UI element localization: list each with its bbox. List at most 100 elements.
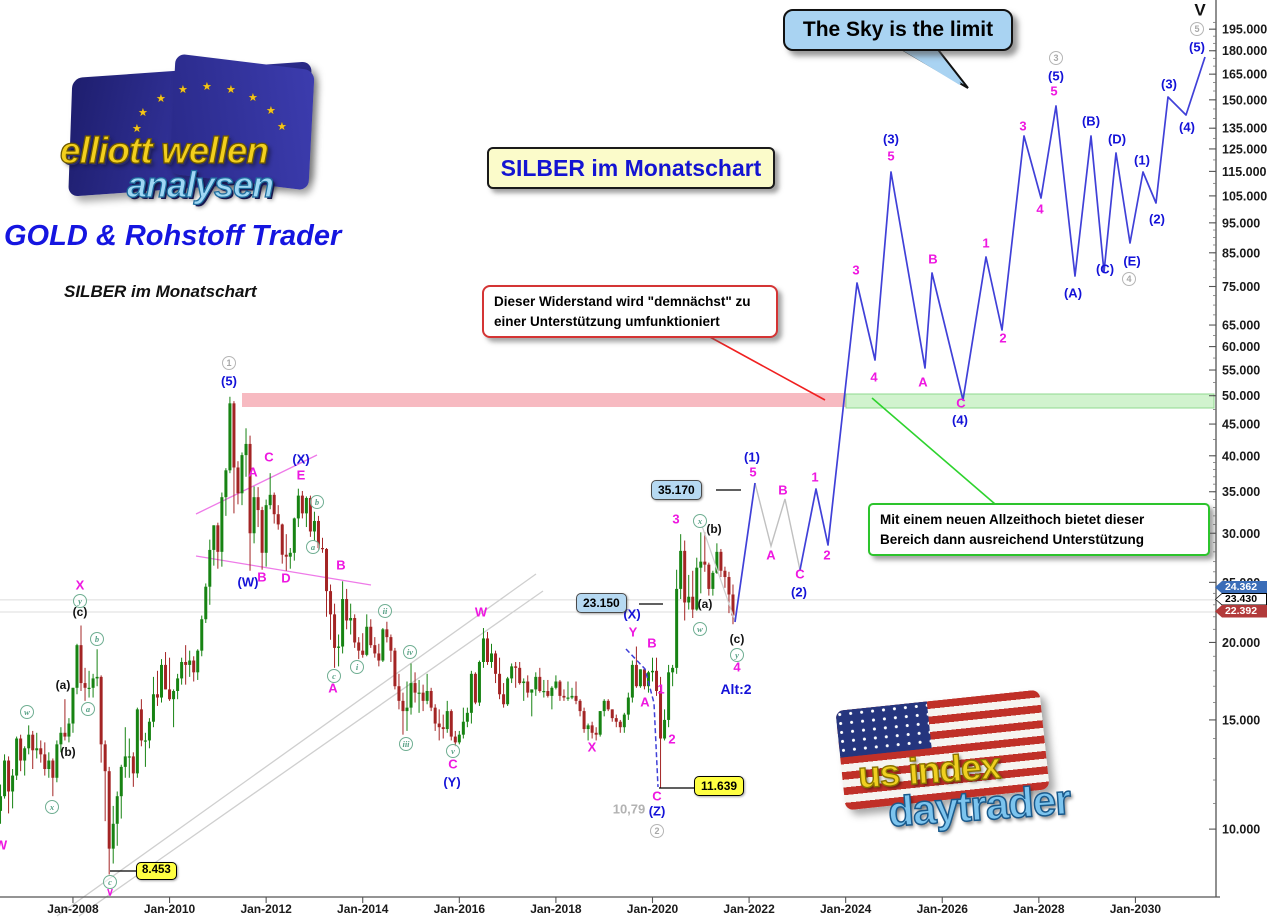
candle-up xyxy=(626,697,630,715)
wave-label: 4 xyxy=(733,659,741,675)
candle-down xyxy=(155,694,159,698)
candle-up xyxy=(67,723,71,737)
candle-down xyxy=(192,660,196,673)
candle-up xyxy=(304,497,308,514)
candle-up xyxy=(119,766,123,797)
wave-label: (A) xyxy=(1063,285,1083,301)
candle-up xyxy=(252,497,256,534)
support-note-line1: Mit einem neuen Allzeithoch bietet diese… xyxy=(880,512,1145,527)
wave-label: C xyxy=(956,395,966,411)
candle-down xyxy=(353,618,357,643)
x-axis-label: Jan-2008 xyxy=(47,902,99,916)
candle-down xyxy=(39,748,43,755)
wave-label: A xyxy=(328,680,338,696)
circled-wave-degree-label: w xyxy=(20,705,34,719)
eu-star-icon: ★ xyxy=(132,123,142,135)
candle-up xyxy=(550,687,554,696)
candle-down xyxy=(401,700,405,712)
candle-up xyxy=(457,734,461,743)
y-axis-label: 75.000 xyxy=(1222,280,1260,294)
wave-label: C xyxy=(264,449,274,465)
wave-label: X xyxy=(75,577,85,593)
candle-down xyxy=(502,694,506,705)
y-axis-label: 85.000 xyxy=(1222,246,1260,260)
candle-down xyxy=(731,594,735,616)
resistance-note-line1: Dieser Widerstand wird "demnächst" zu xyxy=(494,294,751,309)
circled-wave-degree-label: iii xyxy=(399,737,413,751)
candle-down xyxy=(514,666,518,668)
candle-up xyxy=(160,664,164,698)
candle-down xyxy=(703,561,707,565)
candle-up xyxy=(687,596,691,603)
eu-star-icon: ★ xyxy=(202,81,212,93)
candle-down xyxy=(103,744,107,772)
trendline xyxy=(78,590,544,917)
candle-down xyxy=(79,645,83,684)
candle-up xyxy=(59,732,63,745)
candle-down xyxy=(232,403,236,468)
candle-up xyxy=(522,681,526,684)
candle-up xyxy=(477,661,481,703)
candle-up xyxy=(288,552,292,557)
candle-up xyxy=(622,714,626,728)
candle-up xyxy=(224,470,228,498)
candle-down xyxy=(139,709,143,741)
wave-label: V xyxy=(1194,0,1206,20)
candle-up xyxy=(15,738,19,776)
candle-up xyxy=(196,650,200,673)
candle-down xyxy=(83,683,87,688)
candle-up xyxy=(510,666,514,679)
candle-up xyxy=(695,567,699,610)
candle-up xyxy=(176,678,180,692)
wave-label: C xyxy=(448,756,458,772)
y-axis-label: 195.000 xyxy=(1222,23,1267,37)
candle-down xyxy=(329,591,333,615)
candle-down xyxy=(634,664,638,687)
y-axis-label: 10.000 xyxy=(1222,823,1260,837)
circled-wave-degree-label: ii xyxy=(378,604,392,618)
candle-up xyxy=(506,678,510,705)
wave-label: 5 xyxy=(887,148,895,164)
wave-label: C xyxy=(652,788,662,804)
axis-price-tag-high: 24.362 xyxy=(1215,581,1267,594)
candle-down xyxy=(538,676,542,692)
eu-star-icon: ★ xyxy=(248,92,258,104)
wave-label: (1) xyxy=(744,449,760,465)
eu-star-icon: ★ xyxy=(226,84,236,96)
support-zone xyxy=(845,393,1215,409)
candle-up xyxy=(490,653,494,662)
candle-up xyxy=(212,525,216,550)
y-axis-label: 45.000 xyxy=(1222,418,1260,432)
candle-up xyxy=(554,681,558,688)
candle-down xyxy=(316,520,320,549)
candle-up xyxy=(55,744,59,778)
candle-down xyxy=(131,756,135,774)
candle-down xyxy=(546,691,550,696)
candle-down xyxy=(526,681,530,693)
wave-label: (4) xyxy=(952,412,968,428)
circled-wave-degree-label: i xyxy=(350,660,364,674)
x-axis-label: Jan-2010 xyxy=(144,902,196,916)
wave-label: (D) xyxy=(1107,131,1127,147)
candle-up xyxy=(244,443,248,456)
y-axis-label: 60.000 xyxy=(1222,340,1260,354)
candle-down xyxy=(280,524,284,555)
candle-down xyxy=(691,596,695,610)
wave-label: 2 xyxy=(823,547,831,563)
candle-up xyxy=(381,629,385,661)
wave-label: 3 xyxy=(1019,118,1027,134)
candle-up xyxy=(220,497,224,552)
wave-label: X xyxy=(587,739,597,755)
circled-wave-degree-label: c xyxy=(327,669,341,683)
candle-up xyxy=(445,711,449,730)
circled-wave-degree-label: x xyxy=(45,800,59,814)
candle-up xyxy=(200,619,204,651)
candle-down xyxy=(618,721,622,728)
circled-wave-degree-label: 2 xyxy=(650,824,664,838)
projection-wave-path xyxy=(734,482,756,623)
wave-label: (3) xyxy=(1161,76,1177,92)
eu-star-icon: ★ xyxy=(138,107,148,119)
wave-label: 5 xyxy=(749,464,757,480)
candle-up xyxy=(11,775,15,792)
